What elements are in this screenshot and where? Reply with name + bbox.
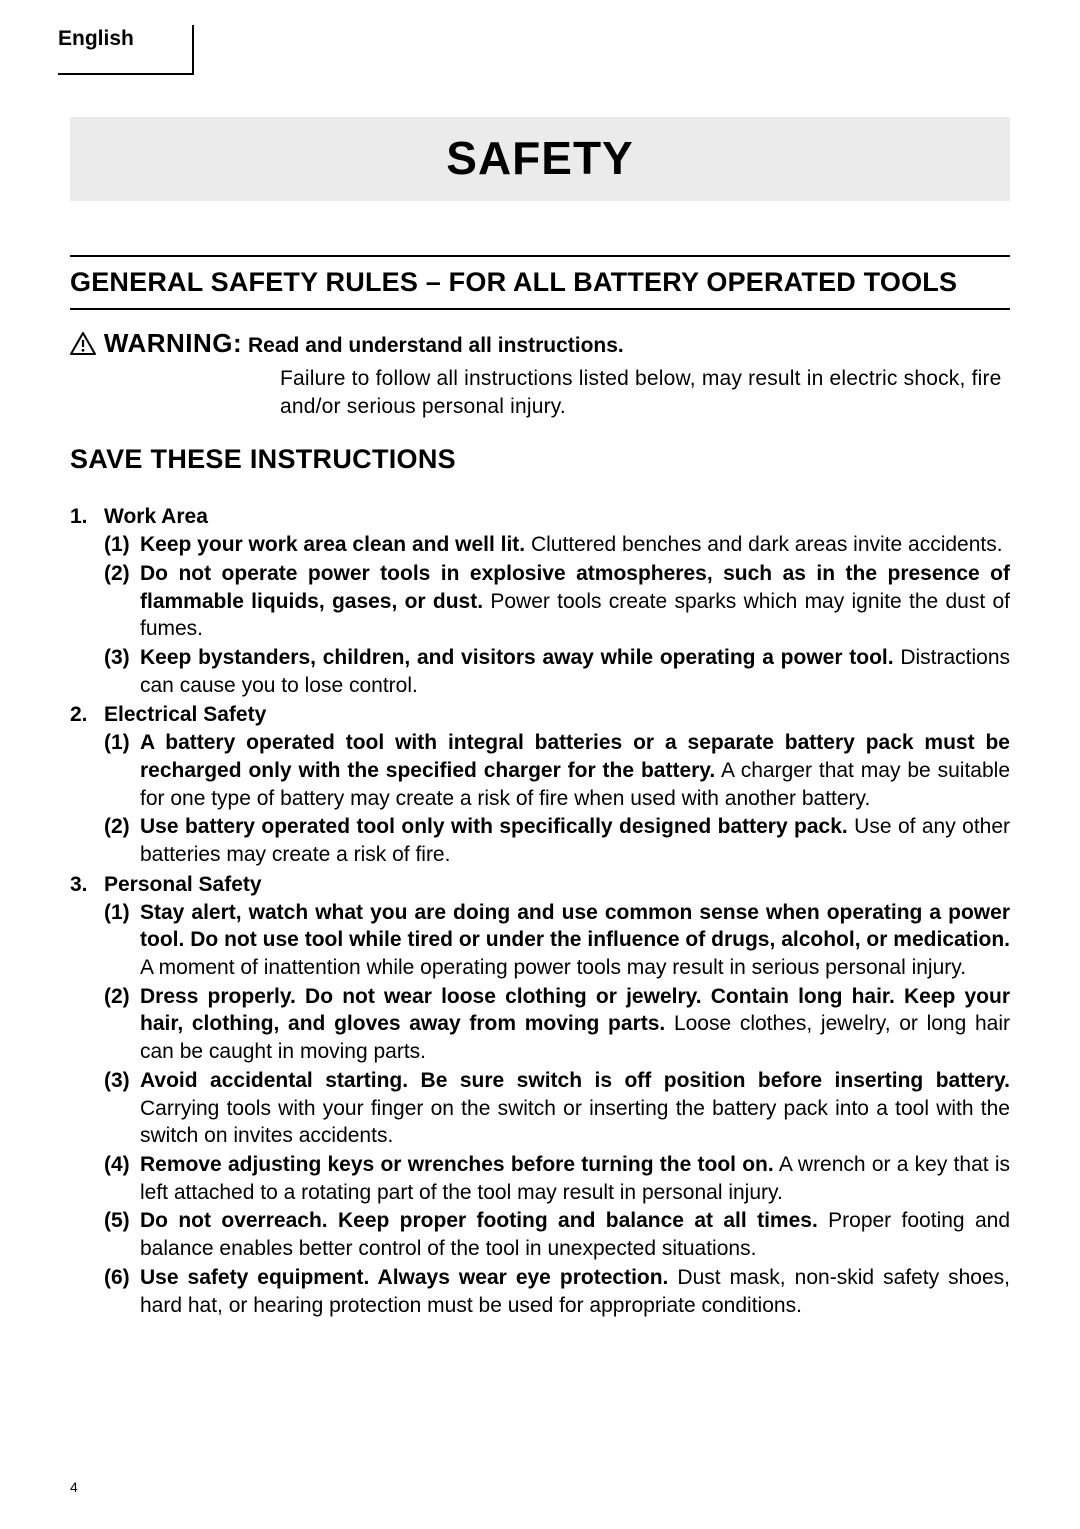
item-number: (6)	[104, 1264, 140, 1319]
item-number: (1)	[104, 531, 140, 559]
item-number: (1)	[104, 729, 140, 812]
item-number: (2)	[104, 983, 140, 1066]
item-number: (5)	[104, 1207, 140, 1262]
list-item: (2)Use battery operated tool only with s…	[104, 813, 1010, 868]
list-item: (3)Keep bystanders, children, and visito…	[104, 644, 1010, 699]
section-heading: Personal Safety	[104, 871, 262, 899]
item-number: (4)	[104, 1151, 140, 1206]
warning-intro: Read and understand all instructions.	[248, 334, 624, 357]
section-number: 1.	[70, 503, 104, 531]
section-heading: Electrical Safety	[104, 701, 266, 729]
item-text: Use safety equipment. Always wear eye pr…	[140, 1264, 1010, 1319]
instruction-section: 1.Work Area(1)Keep your work area clean …	[70, 503, 1010, 699]
item-text: A battery operated tool with integral ba…	[140, 729, 1010, 812]
instruction-section: 3.Personal Safety(1)Stay alert, watch wh…	[70, 871, 1010, 1320]
warning-label: WARNING:	[104, 328, 242, 358]
item-number: (3)	[104, 1067, 140, 1150]
language-tab: English	[58, 25, 194, 75]
list-item: (1)Keep your work area clean and well li…	[104, 531, 1010, 559]
item-number: (2)	[104, 560, 140, 643]
list-item: (1)A battery operated tool with integral…	[104, 729, 1010, 812]
save-instructions-title: SAVE THESE INSTRUCTIONS	[70, 444, 1010, 475]
item-number: (2)	[104, 813, 140, 868]
item-text: Keep bystanders, children, and visitors …	[140, 644, 1010, 699]
safety-banner: SAFETY	[70, 117, 1010, 201]
section-number: 2.	[70, 701, 104, 729]
page-number: 4	[70, 1479, 78, 1495]
list-item: (6)Use safety equipment. Always wear eye…	[104, 1264, 1010, 1319]
item-text: Remove adjusting keys or wrenches before…	[140, 1151, 1010, 1206]
section-number: 3.	[70, 871, 104, 899]
section-heading: Work Area	[104, 503, 208, 531]
section-title: GENERAL SAFETY RULES – FOR ALL BATTERY O…	[70, 257, 1010, 308]
item-text: Do not operate power tools in explosive …	[140, 560, 1010, 643]
sub-list: (1)Stay alert, watch what you are doing …	[104, 899, 1010, 1320]
item-text: Avoid accidental starting. Be sure switc…	[140, 1067, 1010, 1150]
rule-bottom	[70, 308, 1010, 310]
warning-body: Failure to follow all instructions liste…	[280, 365, 1010, 420]
list-item: (2)Dress properly. Do not wear loose clo…	[104, 983, 1010, 1066]
item-text: Do not overreach. Keep proper footing an…	[140, 1207, 1010, 1262]
list-item: (5)Do not overreach. Keep proper footing…	[104, 1207, 1010, 1262]
item-number: (3)	[104, 644, 140, 699]
list-item: (2)Do not operate power tools in explosi…	[104, 560, 1010, 643]
sub-list: (1)A battery operated tool with integral…	[104, 729, 1010, 869]
item-text: Keep your work area clean and well lit. …	[140, 531, 1010, 559]
sub-list: (1)Keep your work area clean and well li…	[104, 531, 1010, 699]
list-item: (1)Stay alert, watch what you are doing …	[104, 899, 1010, 982]
page: English SAFETY GENERAL SAFETY RULES – FO…	[0, 0, 1080, 1529]
warning-icon	[70, 332, 96, 361]
item-text: Stay alert, watch what you are doing and…	[140, 899, 1010, 982]
instruction-list: 1.Work Area(1)Keep your work area clean …	[70, 503, 1010, 1319]
item-number: (1)	[104, 899, 140, 982]
list-item: (4)Remove adjusting keys or wrenches bef…	[104, 1151, 1010, 1206]
item-text: Use battery operated tool only with spec…	[140, 813, 1010, 868]
instruction-section: 2.Electrical Safety(1)A battery operated…	[70, 701, 1010, 868]
item-text: Dress properly. Do not wear loose clothi…	[140, 983, 1010, 1066]
list-item: (3)Avoid accidental starting. Be sure sw…	[104, 1067, 1010, 1150]
warning-block: WARNING: Read and understand all instruc…	[70, 328, 1010, 420]
